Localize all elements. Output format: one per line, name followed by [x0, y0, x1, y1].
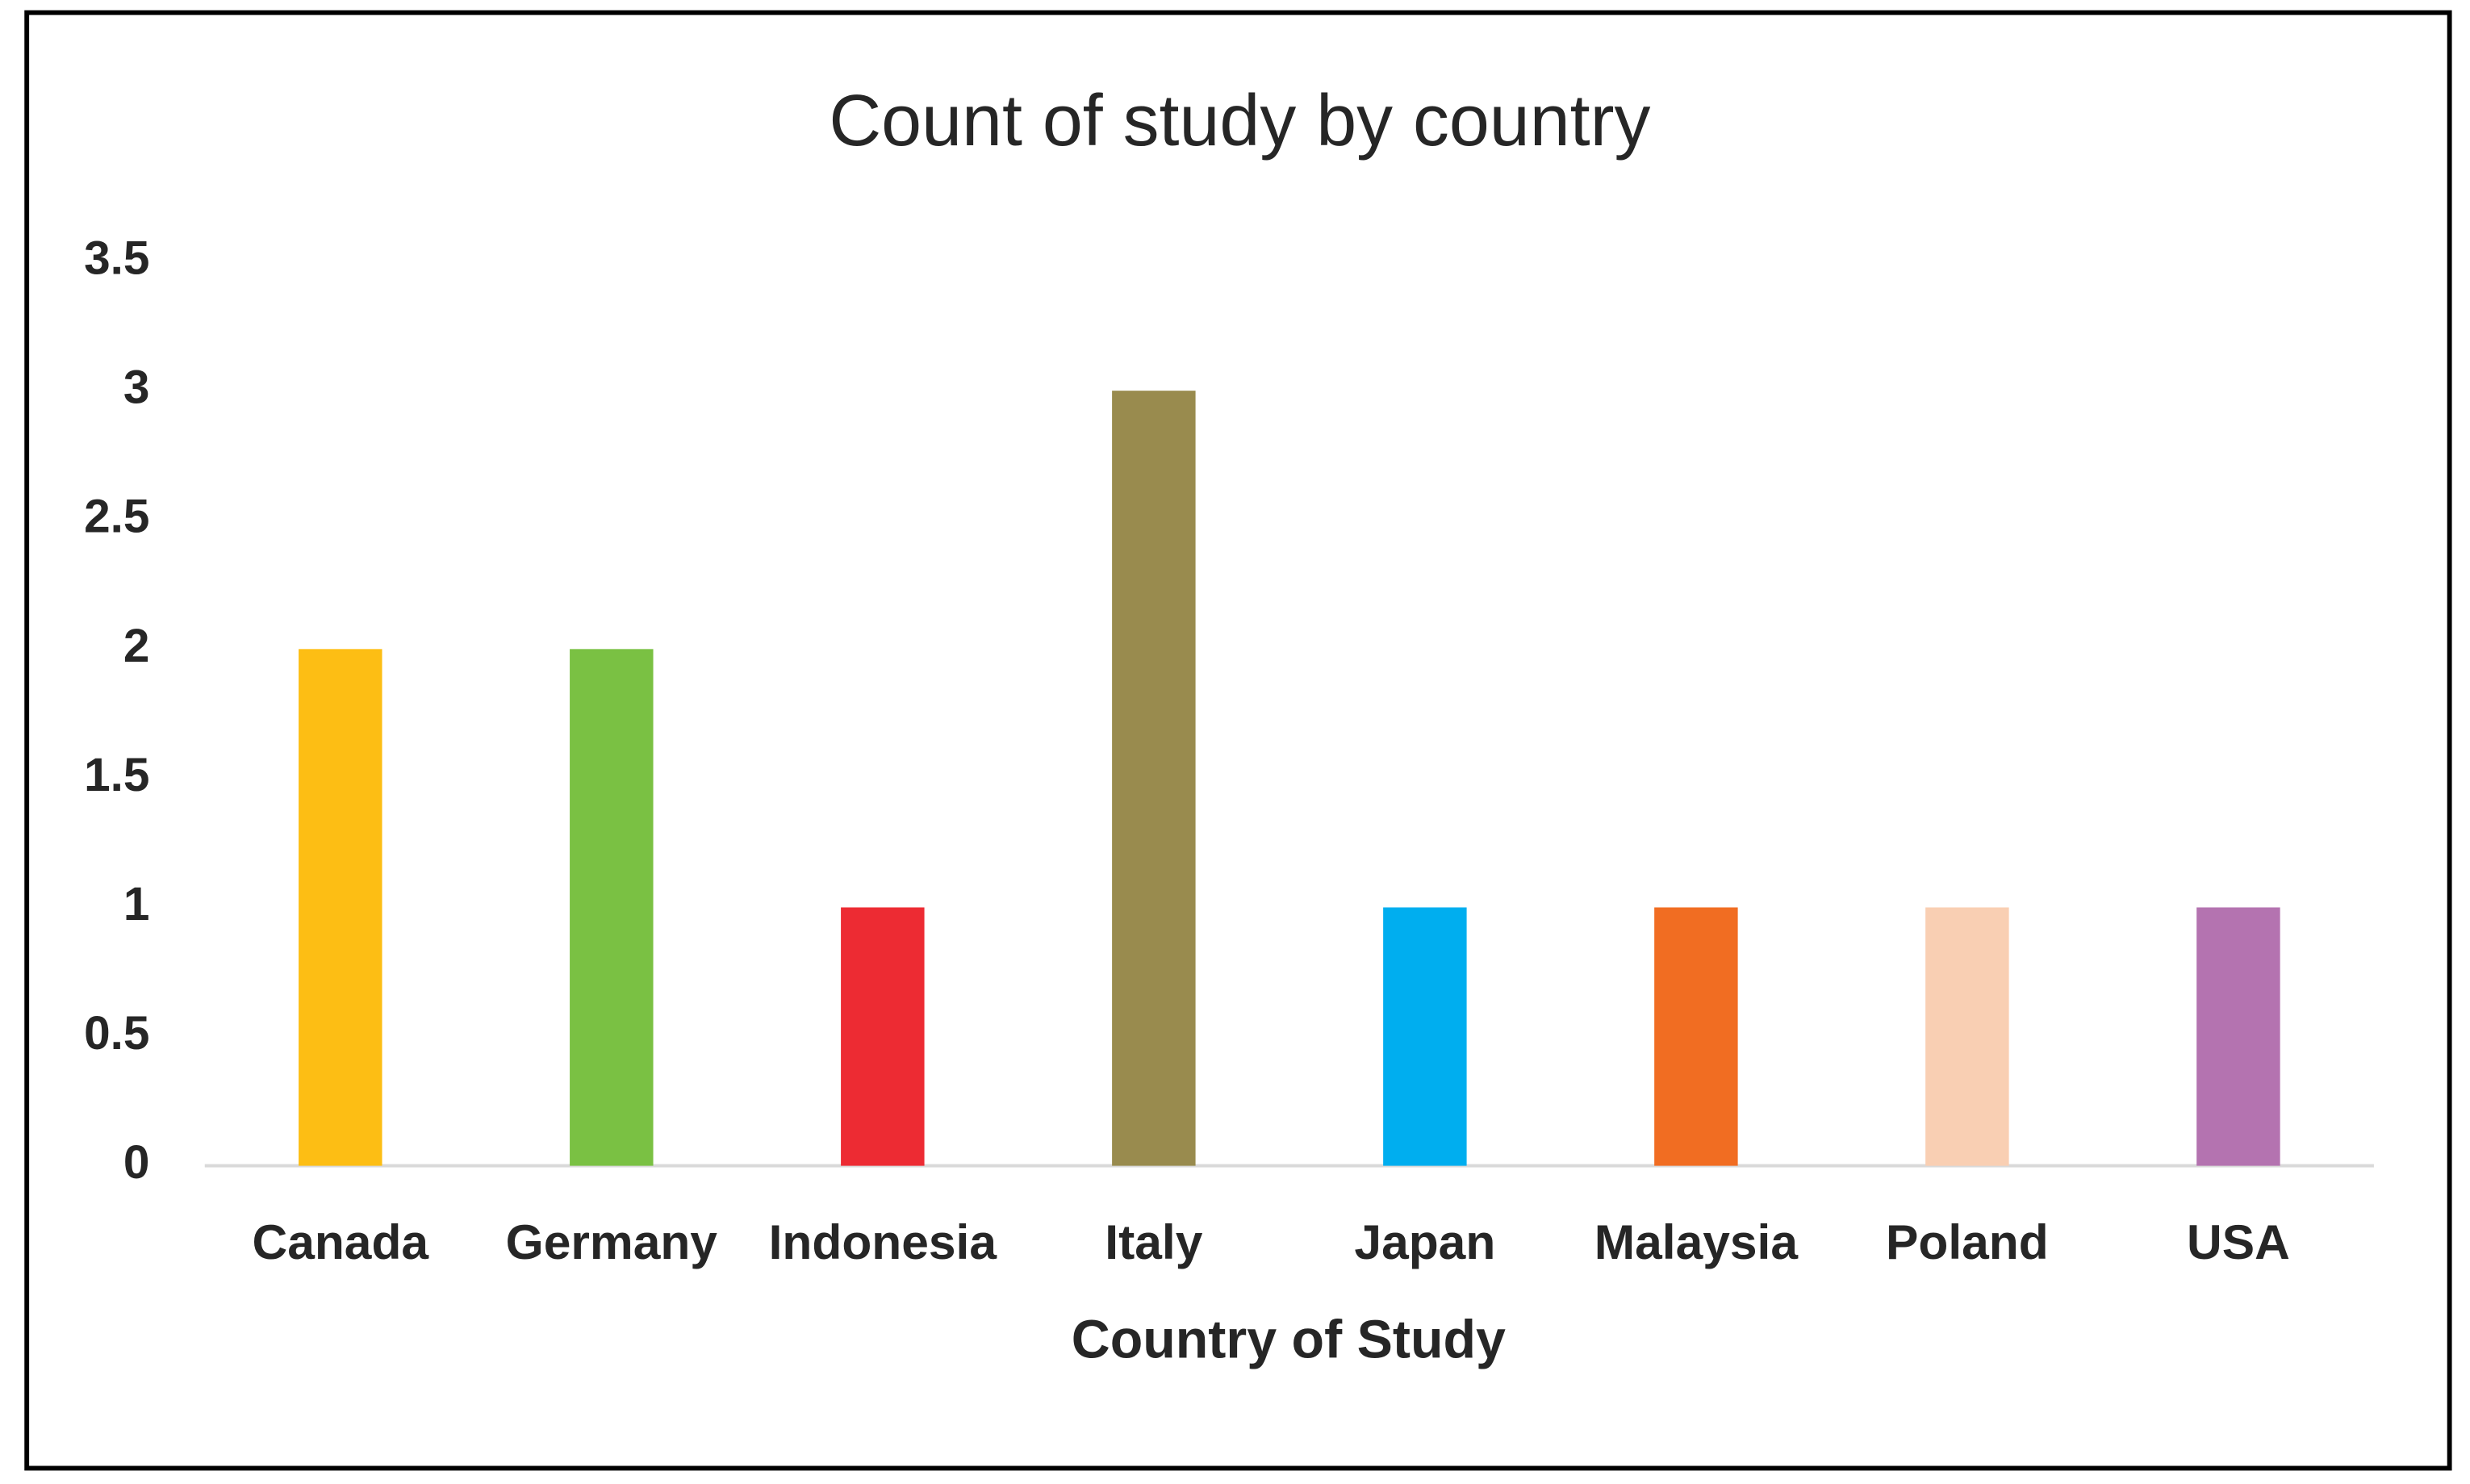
y-tick-label: 3.5 [84, 232, 149, 285]
x-tick-label: Italy [1105, 1214, 1202, 1269]
x-tick-label: Germany [506, 1214, 718, 1269]
x-axis-title: Country of Study [1072, 1311, 1506, 1370]
x-tick-label: Canada [253, 1214, 430, 1269]
y-tick-label: 0.5 [84, 1007, 149, 1060]
bar [841, 907, 925, 1166]
bar [1654, 907, 1738, 1166]
y-tick-label: 3 [123, 362, 150, 414]
x-tick-label: Malaysia [1594, 1214, 1799, 1269]
bar [2196, 907, 2280, 1166]
x-tick-label: Indonesia [769, 1214, 998, 1269]
y-tick-label: 2.5 [84, 491, 149, 543]
bar [1383, 907, 1467, 1166]
x-tick-label: Japan [1354, 1214, 1495, 1269]
chart-border [24, 10, 2452, 1471]
bar [1112, 391, 1196, 1166]
x-tick-label: Poland [1886, 1214, 2049, 1269]
bar [570, 649, 654, 1166]
y-tick-label: 2 [123, 620, 150, 672]
y-tick-label: 0 [123, 1136, 150, 1189]
bar [1925, 907, 2009, 1166]
x-tick-label: USA [2187, 1214, 2290, 1269]
bar [299, 649, 382, 1166]
y-tick-label: 1.5 [84, 749, 149, 801]
chart-title: Count of study by country [829, 81, 1650, 161]
y-tick-label: 1 [123, 878, 150, 930]
